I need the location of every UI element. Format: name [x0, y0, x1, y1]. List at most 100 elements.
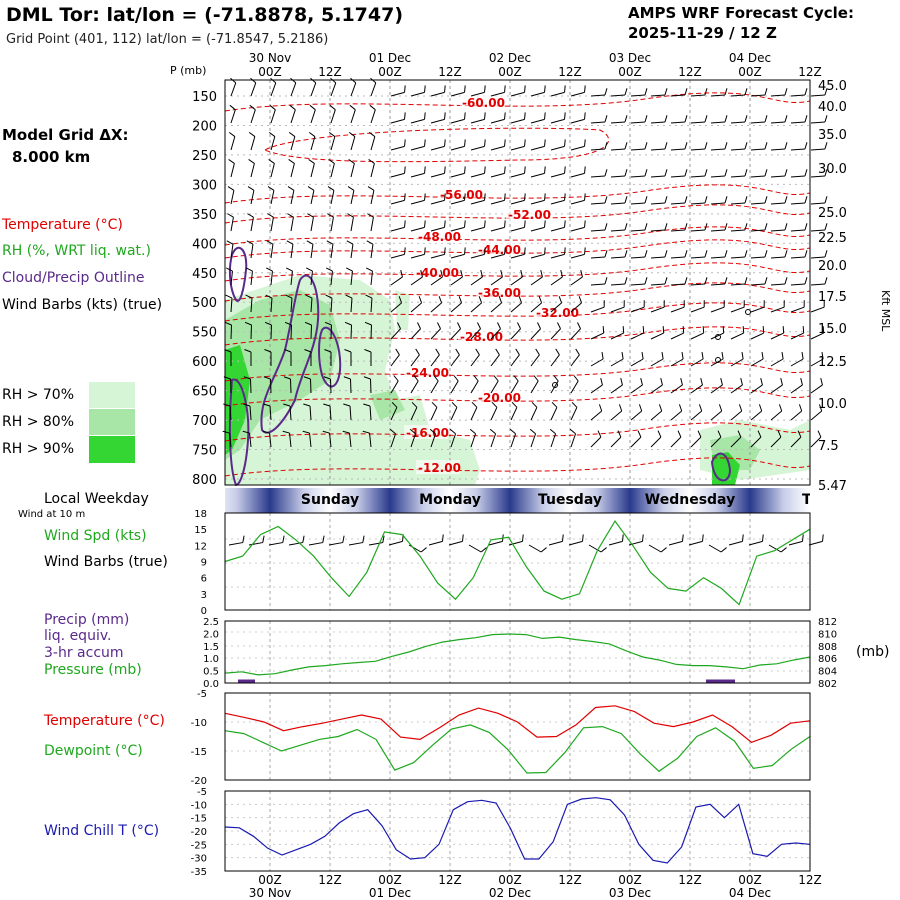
- wind-barb: [390, 433, 397, 448]
- wind-barb-flag: [264, 321, 272, 326]
- surface-wind-barb: [248, 542, 263, 546]
- wind-barb-flag: [504, 112, 506, 120]
- cloud-outline: [318, 326, 342, 388]
- wind-barb: [510, 145, 525, 151]
- wind-barb-flag: [544, 220, 546, 228]
- wind-barb-flag: [624, 88, 628, 96]
- wind-barb-flag: [738, 404, 743, 412]
- wind-barb: [590, 121, 606, 124]
- wind-barb: [249, 405, 252, 421]
- wind-barb-flag: [438, 296, 443, 303]
- isotherm-label: -56.00: [440, 188, 483, 202]
- liq-equiv-label: liq. equiv.: [44, 628, 112, 644]
- wind-barb-flag: [504, 139, 506, 147]
- wind-barb: [390, 328, 401, 340]
- isotherm-label-bg: [438, 187, 482, 201]
- wind-barb-flag: [509, 428, 516, 435]
- wind-barb-flag: [228, 159, 235, 164]
- wind-barb-flag: [243, 403, 251, 407]
- wind-barb: [690, 229, 706, 232]
- wind-barb-flag: [618, 404, 623, 412]
- wind-barb-flag: [309, 104, 316, 111]
- isotherm-label: -52.00: [508, 208, 551, 222]
- wind-barb-flag: [744, 115, 748, 123]
- wind-barb-flag: [784, 142, 788, 150]
- wind-barb: [490, 172, 505, 178]
- wind-barb-flag: [346, 240, 354, 245]
- wind-barb-flag: [325, 267, 333, 272]
- wind-barb: [289, 405, 292, 421]
- wind-barb: [630, 283, 646, 286]
- wind-barb-flag: [529, 428, 536, 435]
- wind-barb-flag: [398, 296, 403, 303]
- wind-barb-flag: [497, 322, 501, 329]
- day-tuesday: Tuesday: [510, 488, 630, 513]
- wind-barb-flag: [797, 430, 802, 438]
- wind-barb-flag: [326, 240, 334, 245]
- wind-barb-flag: [741, 352, 744, 360]
- top-date-label: 02 Dec: [489, 51, 531, 65]
- wind-barb: [410, 199, 425, 205]
- wind-barb-flag: [533, 375, 539, 382]
- rh-region: [225, 345, 250, 455]
- wind-barb: [770, 283, 786, 286]
- wind-barb-flag: [327, 186, 335, 191]
- wind-barb: [430, 253, 445, 259]
- top-time-label: 12Z: [438, 65, 462, 79]
- wind-barb: [730, 229, 746, 232]
- wind-barb-flag: [524, 139, 526, 147]
- wind-barb: [670, 384, 683, 394]
- isotherm-label: -28.00: [460, 330, 503, 344]
- temperature-tick-label: -5: [197, 689, 207, 700]
- wind-barb-flag: [577, 322, 581, 329]
- legend-rh90-swatch: [89, 436, 135, 463]
- wind-barb: [590, 384, 603, 394]
- wind-barb-flag: [664, 277, 668, 285]
- wind-barb: [590, 306, 605, 313]
- wind-barb-flag: [433, 375, 439, 382]
- wind-barb: [570, 145, 585, 151]
- wind-barb: [450, 199, 465, 205]
- wind-barb-flag: [722, 326, 725, 334]
- isotherm-label: -24.00: [406, 366, 449, 380]
- height-tick-label: 30.0: [818, 162, 847, 177]
- wind-barb-flag: [764, 115, 768, 123]
- wind-barb: [710, 384, 723, 394]
- isotherm: [224, 326, 811, 346]
- wind-barb-flag: [740, 378, 743, 386]
- wind-barb: [810, 410, 823, 421]
- wind-barb-flag: [455, 348, 460, 356]
- wind-barb-flag: [780, 378, 783, 386]
- wind-barb: [630, 358, 644, 367]
- wind-barb: [270, 244, 274, 259]
- wind-barb-flag: [363, 376, 371, 380]
- wind-barb: [610, 436, 622, 448]
- wind-barbs-label: Wind Barbs (true): [44, 554, 168, 570]
- wind-barb: [270, 271, 273, 286]
- pressure-line: [224, 633, 811, 676]
- wind-barb: [790, 436, 802, 448]
- wind-barb-flag: [288, 131, 296, 137]
- wind-barb-flag: [229, 104, 236, 111]
- wind-barb-flag: [484, 85, 486, 93]
- wind-barb: [490, 380, 499, 394]
- height-tick-label: 12.5: [818, 355, 847, 370]
- isotherm-label-bg: [506, 207, 550, 221]
- isotherm-label-bg: [414, 265, 458, 279]
- wind-barb: [710, 175, 726, 178]
- wind-barb: [570, 226, 585, 232]
- wind-barb-flag: [537, 322, 541, 329]
- wind-barb-flag: [517, 322, 521, 329]
- wind-barb-flag: [475, 348, 480, 356]
- wind-barb: [230, 297, 233, 313]
- wind-barb-flag: [824, 142, 828, 150]
- isotherm: [224, 457, 811, 477]
- wind-barb: [290, 163, 295, 178]
- wind-barb: [410, 407, 418, 421]
- wind-barb: [270, 109, 276, 124]
- wind-barb-flag: [290, 77, 297, 84]
- wind-barb-flag: [824, 115, 828, 123]
- wind-barb: [330, 136, 336, 151]
- wind-speed-line: [224, 520, 811, 606]
- wind-barb: [390, 380, 399, 394]
